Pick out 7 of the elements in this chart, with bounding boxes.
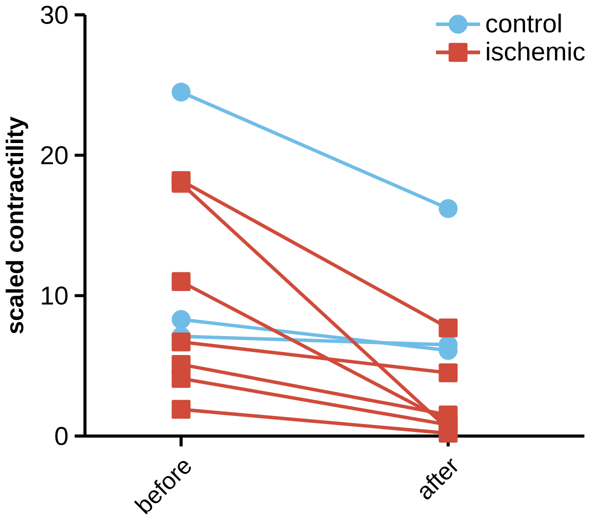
y-tick-label: 30 (40, 6, 68, 24)
y-tick-label: 20 (41, 146, 68, 164)
legend-label: control (486, 14, 561, 33)
y-axis-title: scaled contractility (6, 116, 28, 334)
y-tick-label: 0 (55, 427, 68, 446)
legend-label: ischemic (486, 42, 585, 61)
y-tick-label: 10 (42, 286, 68, 305)
